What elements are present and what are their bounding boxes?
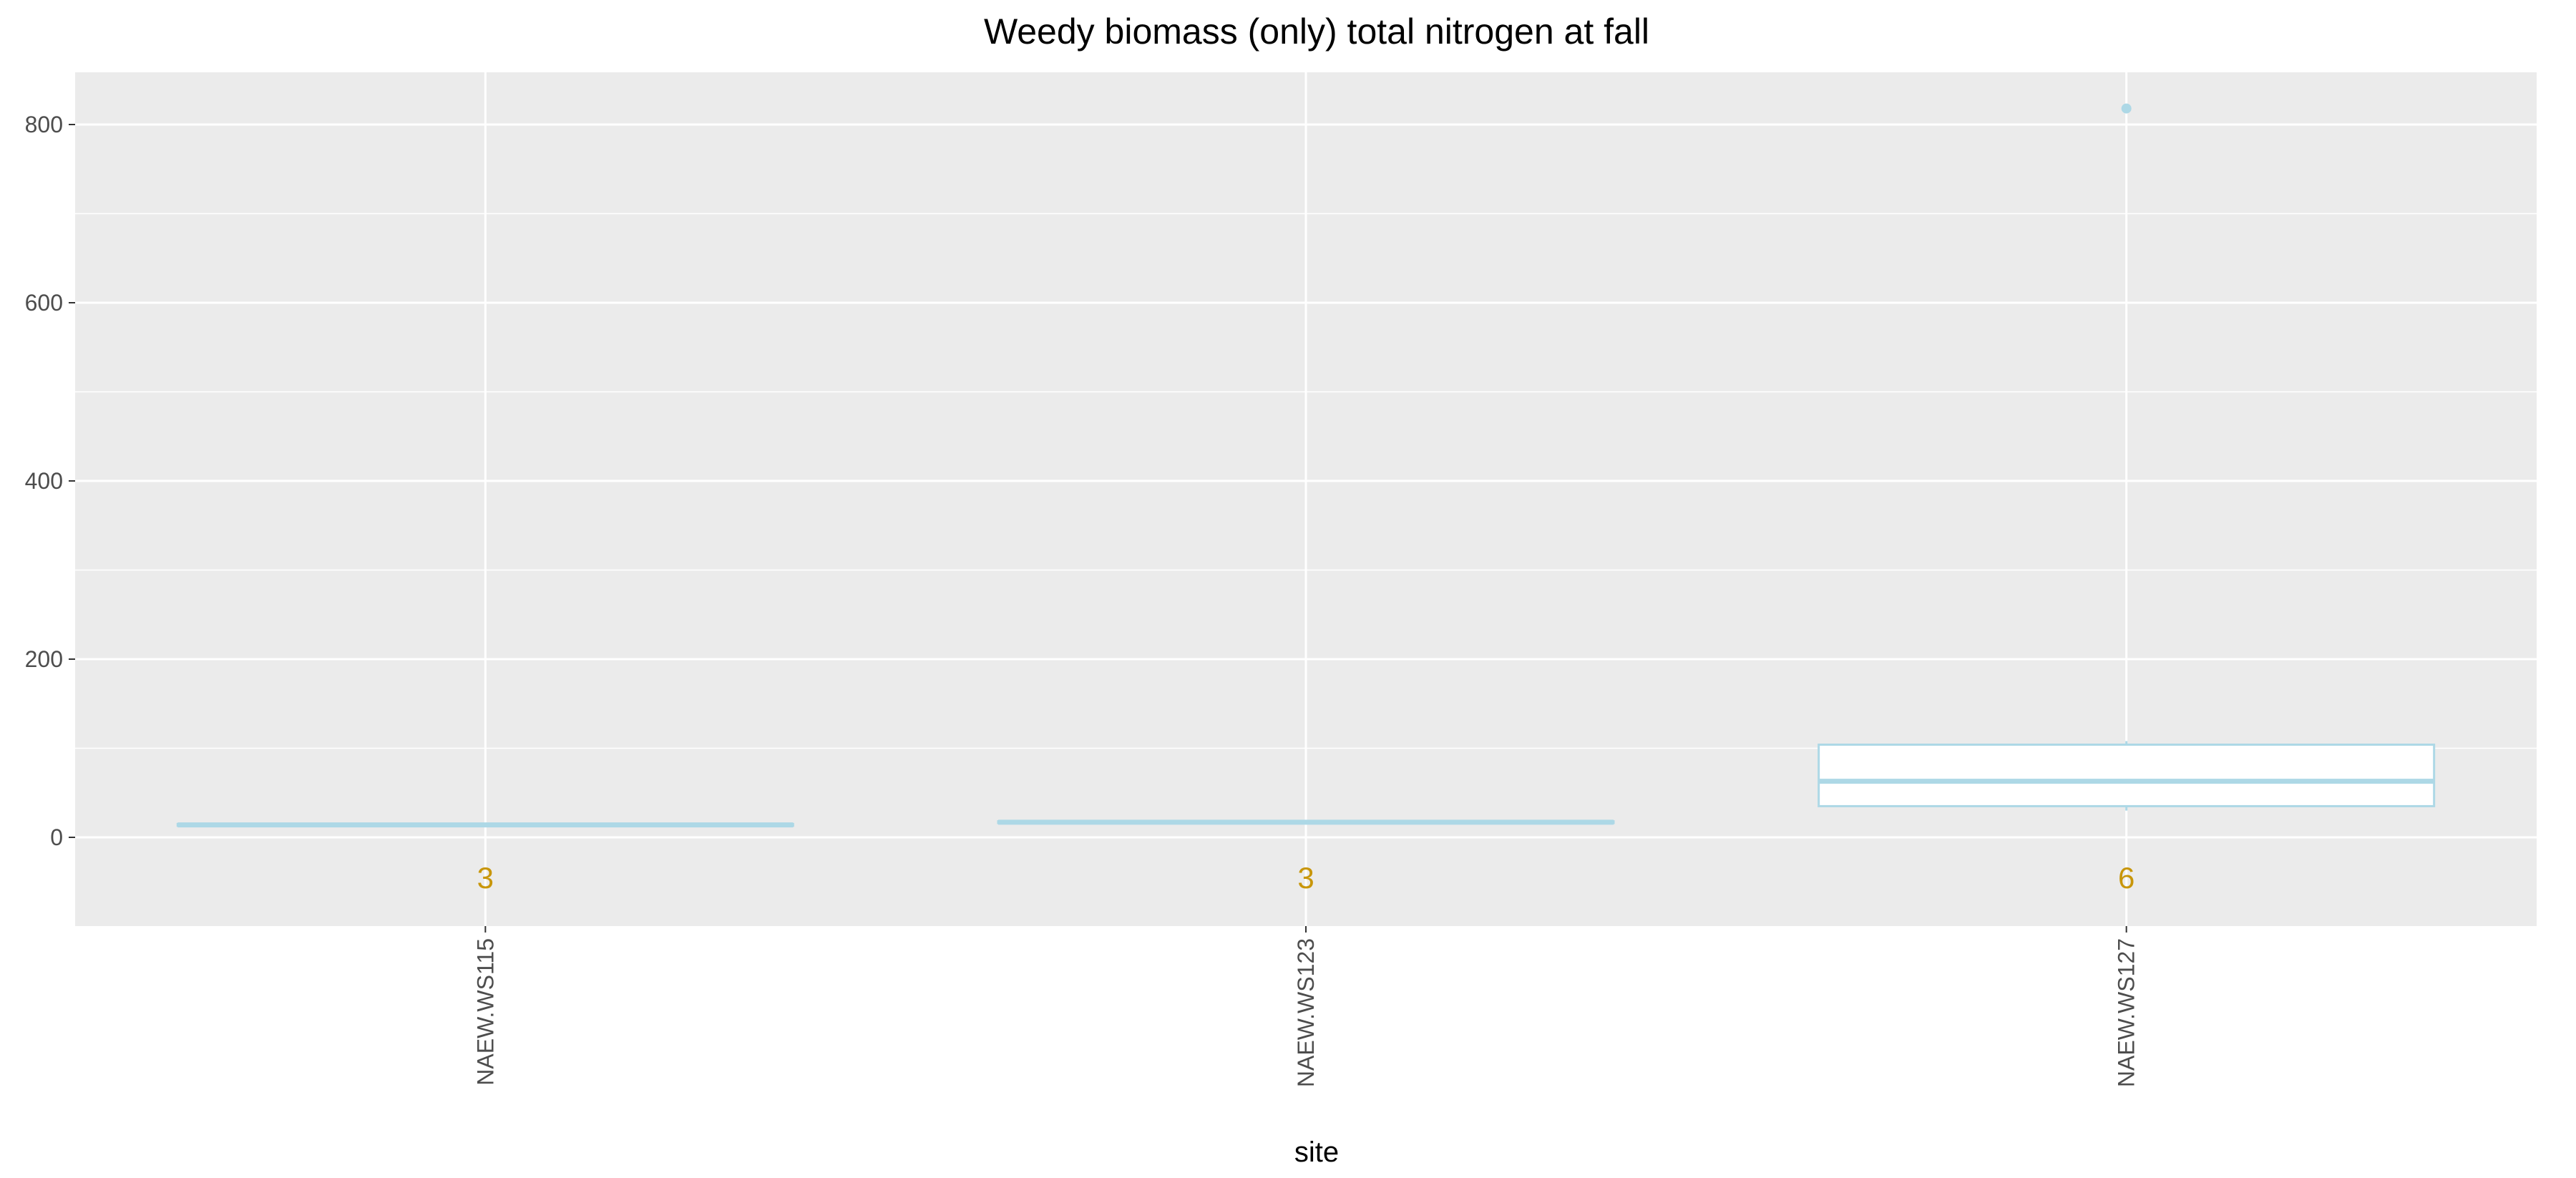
y-tick-label: 200 (25, 646, 63, 672)
box-iqr (1818, 744, 2436, 807)
major-gridlines (75, 72, 2537, 926)
y-tick-label: 400 (25, 468, 63, 494)
y-tick-label: 0 (50, 824, 63, 850)
x-tick-label: NAEW.WS123 (1293, 938, 1319, 1087)
x-axis-ticks: NAEW.WS115 NAEW.WS123 NAEW.WS127 (472, 926, 2140, 1087)
count-label: 3 (477, 861, 494, 895)
y-tick-label: 600 (25, 290, 63, 316)
box-NAEW.WS123: 3 (997, 819, 1615, 895)
box-NAEW.WS115: 3 (176, 822, 794, 895)
x-axis-title: site (1294, 1136, 1339, 1168)
chart-title: Weedy biomass (only) total nitrogen at f… (984, 11, 1649, 52)
y-axis-ticks: 0 200 400 600 800 (25, 112, 75, 850)
count-label: 3 (1297, 861, 1314, 895)
x-tick-label: NAEW.WS115 (472, 938, 498, 1086)
x-tick-label: NAEW.WS127 (2114, 938, 2140, 1087)
box-group: 3 3 6 (176, 103, 2436, 895)
y-tick-label: 800 (25, 112, 63, 137)
count-label: 6 (2118, 861, 2135, 895)
box-NAEW.WS127: 6 (1818, 103, 2436, 895)
outlier-point (2121, 103, 2132, 114)
